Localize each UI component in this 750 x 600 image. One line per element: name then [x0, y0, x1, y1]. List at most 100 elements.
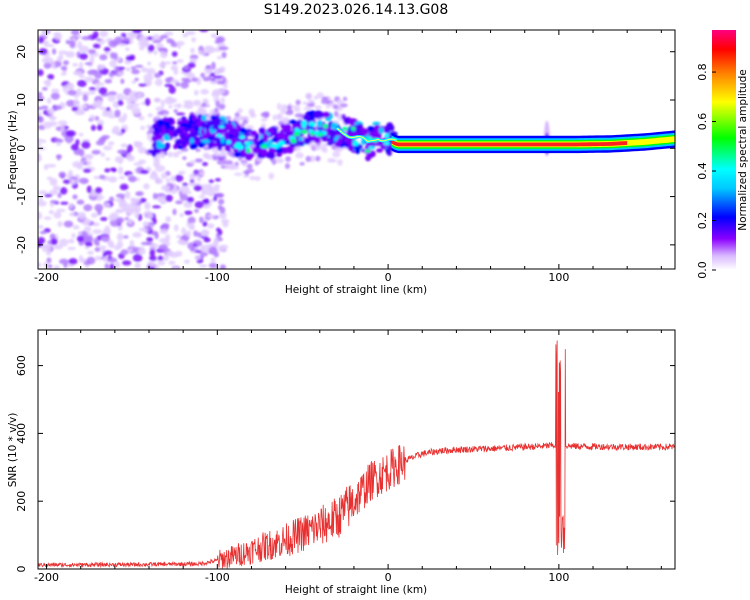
heatmap-cell [249, 175, 256, 181]
heatmap-cell [96, 197, 102, 202]
heatmap-cell [93, 175, 100, 180]
heatmap-cell [38, 211, 43, 220]
heatmap-cell [125, 47, 130, 52]
heatmap-cell [291, 142, 296, 148]
heatmap-cell [132, 232, 142, 238]
heatmap-cell [152, 192, 158, 200]
heatmap-cell [242, 119, 249, 125]
heatmap-cell [177, 239, 185, 245]
heatmap-cell [128, 175, 137, 183]
heatmap-cell [95, 241, 100, 247]
heatmap-cell [215, 89, 226, 94]
heatmap-cell [206, 46, 216, 54]
spectrogram-y-label: Frequency (Hz) [7, 110, 19, 189]
heatmap-cell [231, 164, 237, 169]
heatmap-cell [303, 107, 312, 111]
heatmap-blobs [38, 30, 550, 269]
x-tick-label: -100 [205, 271, 230, 284]
x-tick-label: -200 [34, 271, 59, 284]
y-tick-label: 200 [15, 491, 28, 512]
snr-panel: -200 -100 0 100 0 200 400 600 Height of straig… [7, 329, 676, 596]
heatmap-cell [100, 216, 108, 221]
heatmap-cell [276, 102, 282, 110]
y-tick-label: 400 [15, 423, 28, 444]
heatmap-cell [103, 145, 113, 151]
heatmap-cell [219, 264, 227, 269]
heatmap-cell [180, 140, 187, 146]
y-tick-label: -10 [15, 188, 28, 206]
heatmap-cell [334, 140, 341, 148]
heatmap-cell [129, 239, 135, 248]
heatmap-cell [211, 135, 217, 142]
heatmap-cell [103, 250, 113, 256]
heatmap-cell [170, 79, 180, 84]
heatmap-cell [218, 103, 226, 110]
heatmap-cell [218, 46, 229, 51]
y-tick-label: 20 [15, 45, 28, 59]
heatmap-cell [190, 47, 195, 54]
heatmap-cell [159, 228, 169, 235]
heatmap-cell [69, 179, 77, 185]
heatmap-cell [76, 199, 85, 205]
heatmap-hotspot [309, 123, 316, 127]
heatmap-hotspot [245, 148, 252, 154]
heatmap-cell [69, 212, 76, 217]
heatmap-cell [94, 255, 103, 261]
spectrogram-heatmap [38, 30, 675, 269]
heatmap-cell [214, 107, 219, 113]
heatmap-cell [154, 133, 163, 140]
heatmap-cell [118, 43, 127, 47]
y-tick-label: 10 [15, 93, 28, 107]
heatmap-cell [153, 264, 160, 269]
heatmap-hotspot [290, 138, 297, 144]
heatmap-cell [146, 132, 152, 141]
heatmap-cell [123, 96, 130, 101]
heatmap-cell [151, 34, 161, 42]
heatmap-cell [126, 98, 132, 106]
heatmap-cell [120, 143, 128, 148]
heatmap-cell [221, 51, 227, 59]
heatmap-cell [200, 72, 206, 78]
heatmap-cell [172, 208, 177, 216]
heatmap-cell [46, 97, 52, 104]
heatmap-cell [201, 114, 207, 122]
heatmap-cell [197, 232, 202, 238]
heatmap-cell [146, 81, 152, 86]
heatmap-cell [86, 256, 96, 265]
heatmap-cell [367, 125, 375, 132]
heatmap-cell [215, 100, 221, 108]
heatmap-cell [103, 202, 111, 208]
heatmap-cell [71, 233, 76, 239]
heatmap-cell [192, 101, 202, 107]
heatmap-cell [295, 99, 301, 106]
heatmap-cell [233, 147, 239, 153]
heatmap-cell [260, 112, 270, 117]
heatmap-cell [205, 65, 212, 69]
heatmap-cell [117, 99, 124, 106]
heatmap-cell [47, 108, 55, 115]
y-tick-label: 600 [15, 355, 28, 376]
heatmap-cell [63, 220, 74, 228]
heatmap-cell [41, 244, 51, 248]
heatmap-cell [162, 120, 170, 127]
heatmap-cell [166, 177, 171, 184]
heatmap-cell [237, 108, 243, 114]
heatmap-cell [83, 161, 88, 165]
heatmap-cell [176, 235, 182, 239]
heatmap-cell [197, 141, 206, 148]
heatmap-cell [125, 67, 131, 72]
heatmap-cell [131, 107, 141, 116]
heatmap-cell [135, 191, 144, 197]
heatmap-cell [67, 246, 76, 251]
heatmap-cell [71, 106, 79, 112]
heatmap-cell [135, 92, 144, 98]
heatmap-cell [222, 84, 228, 89]
heatmap-cell [202, 98, 208, 103]
heatmap-cell [107, 94, 116, 102]
heatmap-cell [65, 130, 76, 137]
heatmap-hotspot [316, 132, 324, 137]
heatmap-cell [286, 104, 293, 111]
heatmap-cell [174, 250, 183, 257]
heatmap-cell [193, 89, 199, 96]
